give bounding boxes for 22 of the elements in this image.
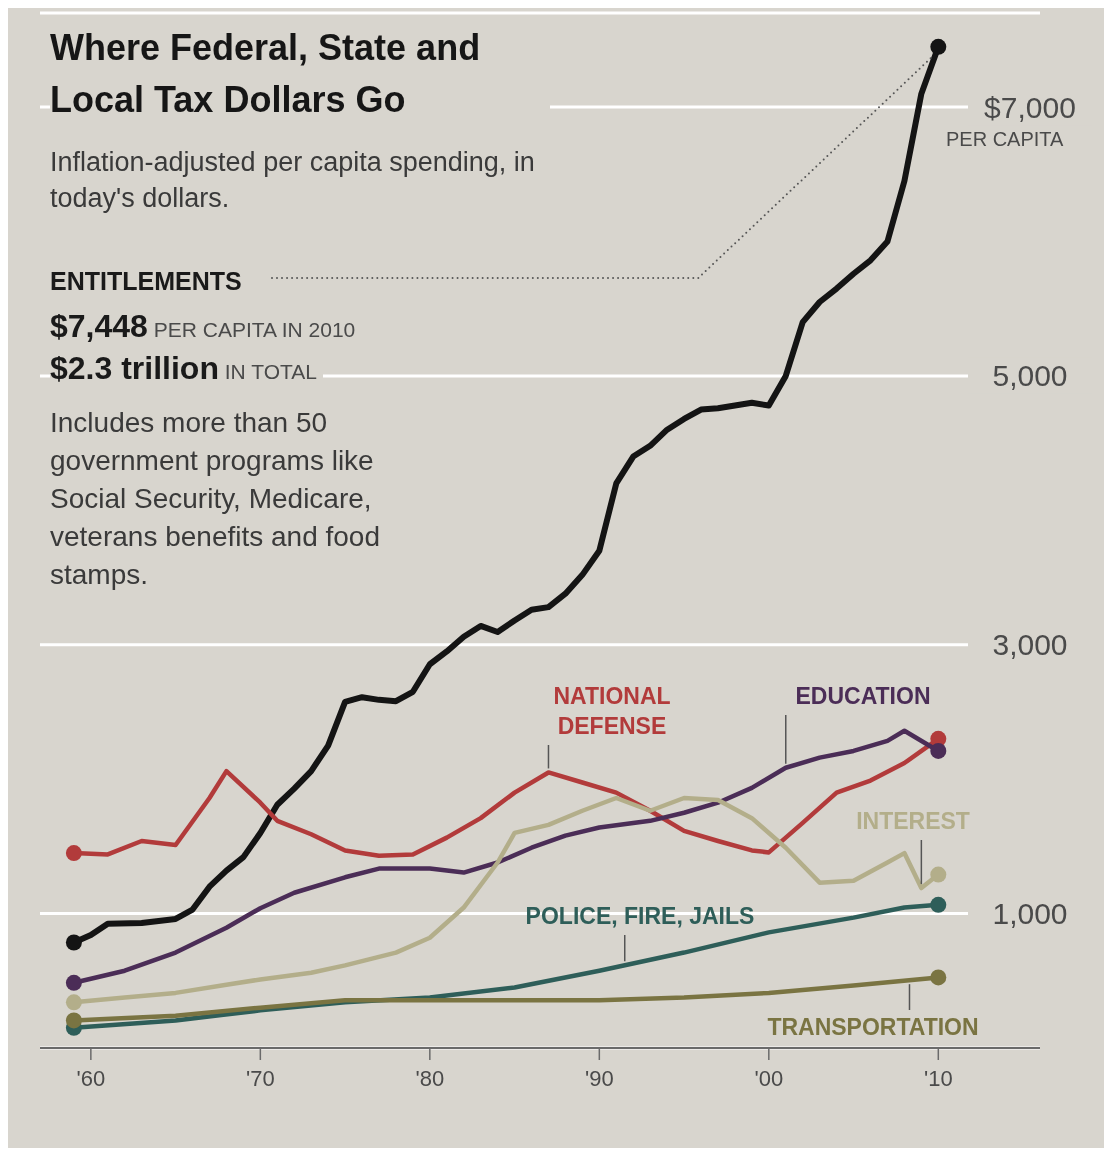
annotation: Includes more than 50 government programs like Social Security, Medicare, veterans benefits and food stamps.: [50, 404, 430, 594]
x-tick-label: '80: [415, 1065, 445, 1091]
annotation: $2.3 trillion IN TOTAL: [50, 350, 317, 386]
y-tick-label: 1,000: [992, 897, 1068, 931]
y-tick-label: 3,000: [992, 628, 1068, 662]
x-tick-label: '10: [923, 1065, 953, 1091]
series-label: EDUCATION: [794, 682, 932, 711]
x-tick-label: '60: [76, 1065, 106, 1091]
annotation: $7,448 PER CAPITA IN 2010: [50, 308, 356, 344]
series-label: INTEREST: [855, 807, 971, 836]
y-tick-label: $7,000: [984, 90, 1076, 124]
text: ENTITLEMENTS: [50, 267, 248, 296]
text: Where Federal, State and Local Tax Dollars Go: [50, 22, 550, 126]
series-label: TRANSPORTATION: [766, 1013, 980, 1042]
x-tick-label: '90: [584, 1065, 614, 1091]
annotation: PER CAPITA: [946, 128, 1064, 151]
series-label: POLICE, FIRE, JAILS: [524, 902, 756, 931]
series-label: NATIONAL DEFENSE: [552, 682, 672, 741]
y-tick-label: 5,000: [992, 359, 1068, 393]
x-tick-label: '70: [246, 1065, 275, 1091]
x-tick-label: '00: [754, 1065, 784, 1091]
text: Inflation-adjusted per capita spending, in today's dollars.: [50, 144, 610, 216]
